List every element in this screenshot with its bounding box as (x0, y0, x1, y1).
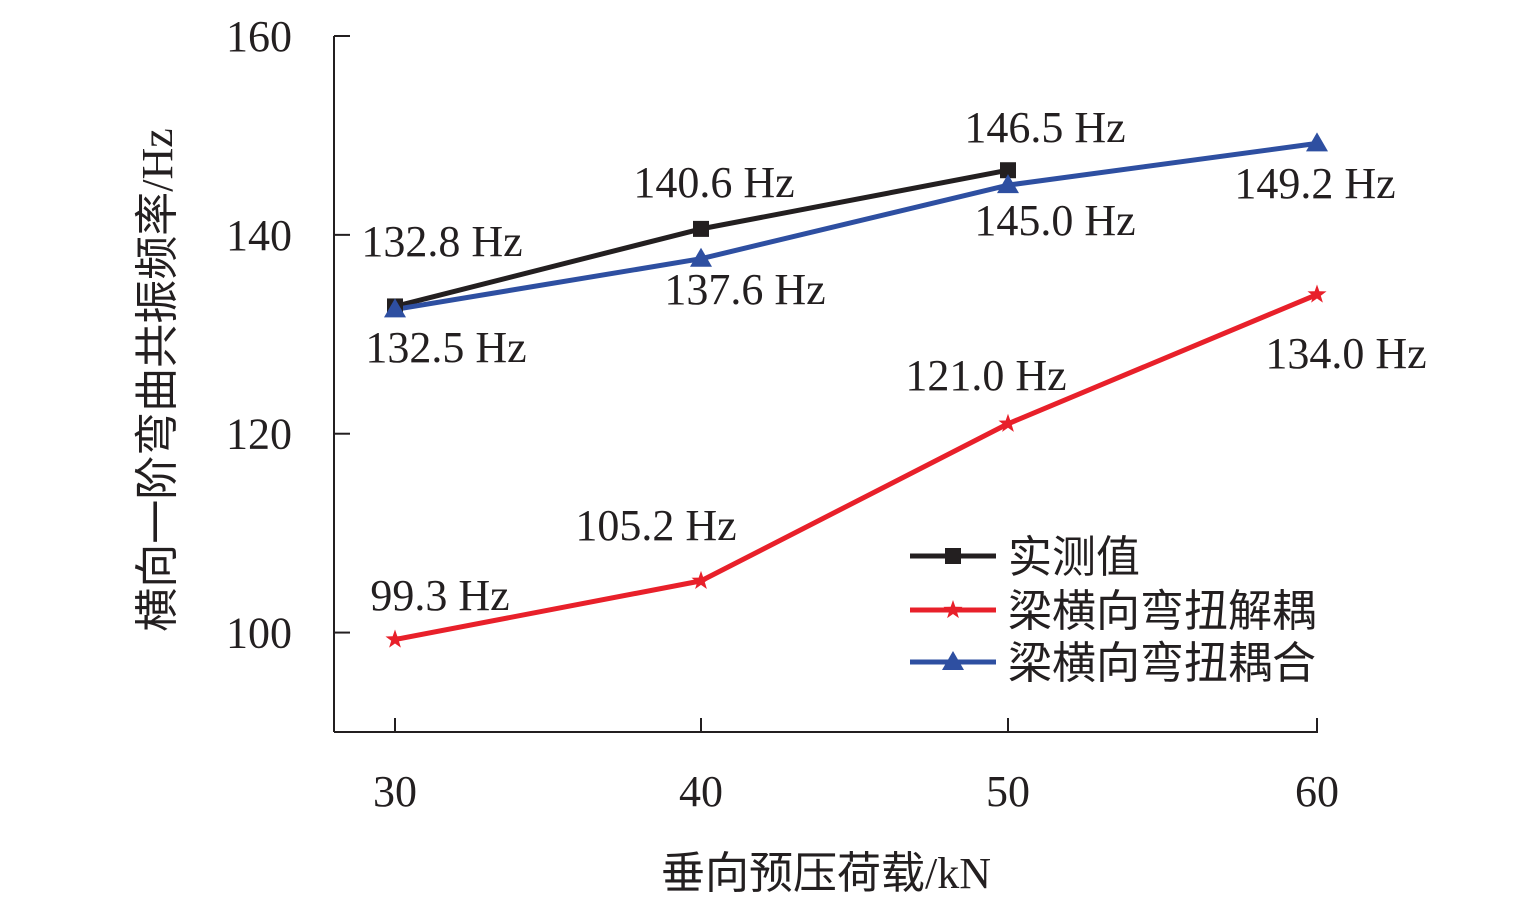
data-label: 146.5 Hz (964, 103, 1125, 152)
legend-label: 梁横向弯扭耦合 (1008, 639, 1316, 688)
data-label: 99.3 Hz (370, 571, 509, 620)
data-point (690, 247, 712, 267)
data-point (693, 220, 709, 237)
legend-marker (945, 548, 961, 564)
data-point (1307, 284, 1327, 303)
data-point (997, 174, 1019, 194)
legend-label: 实测值 (1008, 533, 1140, 582)
legend-marker (943, 600, 963, 619)
data-label: 140.6 Hz (633, 158, 794, 207)
series-lines (394, 140, 1318, 642)
data-point (1000, 162, 1016, 179)
x-tick-label: 40 (679, 767, 723, 816)
data-point (691, 570, 711, 589)
y-tick-label: 100 (226, 609, 292, 658)
data-point (385, 629, 405, 648)
data-label: 132.5 Hz (365, 323, 526, 372)
data-labels: 132.8 Hz 140.6 Hz 146.5 Hz 99.3 Hz 105.2 Hz 1… (361, 103, 1426, 620)
x-tick-label: 50 (986, 767, 1030, 816)
axes: 100 120 140 160 30 40 50 60 (226, 12, 1339, 816)
data-point (998, 413, 1018, 432)
series-line-1 (394, 292, 1318, 642)
series-markers (384, 132, 1328, 648)
data-label: 121.0 Hz (905, 351, 1066, 400)
data-point (384, 298, 406, 318)
x-tick-label: 30 (373, 767, 417, 816)
data-label: 149.2 Hz (1234, 159, 1395, 208)
series-line-2 (394, 140, 1318, 312)
y-tick-label: 120 (226, 410, 292, 459)
legend-marker (942, 651, 964, 670)
data-label: 137.6 Hz (664, 265, 825, 314)
y-tick-label: 160 (226, 12, 292, 61)
x-axis-title: 垂向预压荷载/kN (661, 849, 991, 898)
y-axis-title: 横向一阶弯曲共振频率/Hz (133, 128, 182, 632)
data-label: 105.2 Hz (575, 501, 736, 550)
legend-label: 梁横向弯扭解耦 (1008, 587, 1316, 636)
data-label: 132.8 Hz (361, 217, 522, 266)
y-tick-label: 140 (226, 211, 292, 260)
data-point (1306, 132, 1328, 152)
x-tick-label: 60 (1295, 767, 1339, 816)
data-label: 134.0 Hz (1265, 329, 1426, 378)
data-label: 145.0 Hz (974, 196, 1135, 245)
